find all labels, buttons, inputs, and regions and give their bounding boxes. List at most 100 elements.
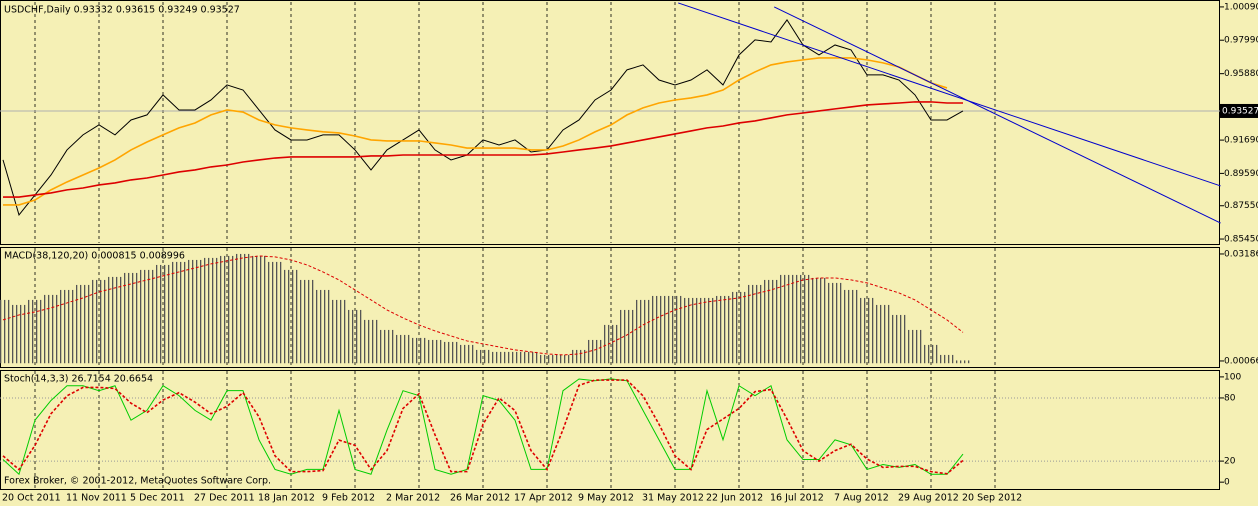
histogram-bar bbox=[523, 351, 539, 364]
histogram-bar bbox=[11, 304, 27, 364]
histogram-bar bbox=[59, 289, 75, 364]
histogram-bar bbox=[475, 349, 491, 364]
histogram-bar bbox=[635, 299, 651, 364]
histogram-bar bbox=[571, 349, 587, 364]
x-tick-label: 22 Jun 2012 bbox=[706, 493, 763, 504]
current-price-box bbox=[1220, 103, 1258, 118]
signal-line bbox=[2, 255, 964, 356]
histogram-bar bbox=[747, 284, 763, 364]
histogram-bar bbox=[491, 351, 507, 364]
histogram-bar bbox=[619, 309, 635, 364]
x-tick-label: 2 Mar 2012 bbox=[386, 493, 440, 504]
trendline bbox=[678, 2, 1221, 187]
footer: Forex Broker, © 2001-2012, MetaQuotes So… bbox=[4, 476, 271, 487]
y-tick-label: 20 bbox=[1224, 457, 1236, 467]
histogram-bar bbox=[891, 314, 907, 364]
histogram-bar bbox=[75, 284, 91, 364]
histogram-bar bbox=[587, 339, 603, 364]
histogram-bar bbox=[715, 295, 731, 364]
x-tick-label: 29 Aug 2012 bbox=[898, 493, 959, 504]
x-tick-label: 17 Apr 2012 bbox=[514, 493, 573, 504]
histogram-bar bbox=[267, 261, 283, 364]
y-tick-label: 0.91690 bbox=[1224, 136, 1258, 146]
histogram-bar bbox=[539, 354, 555, 364]
histogram-bar bbox=[795, 274, 811, 364]
histogram-bar bbox=[123, 272, 139, 364]
y-tick-label: 0.87550 bbox=[1224, 201, 1258, 211]
histogram-bar bbox=[507, 351, 523, 364]
y-tick-label: 100 bbox=[1224, 372, 1241, 382]
histogram-bar bbox=[779, 274, 795, 364]
x-tick-label: 20 Oct 2011 bbox=[2, 493, 61, 504]
histogram-bar bbox=[395, 334, 411, 364]
histogram-bar bbox=[411, 337, 427, 364]
histogram-bar bbox=[875, 304, 891, 364]
histogram-bar bbox=[0, 299, 11, 364]
y-tick-label: 0.89590 bbox=[1224, 169, 1258, 179]
histogram-bar bbox=[459, 344, 475, 364]
series-line bbox=[2, 378, 964, 476]
histogram-bar bbox=[731, 291, 747, 364]
histogram-bar bbox=[171, 261, 187, 364]
x-tick-label: 5 Dec 2011 bbox=[130, 493, 185, 504]
histogram-bar bbox=[219, 255, 235, 364]
histogram-bar bbox=[139, 269, 155, 364]
y-tick-label: 0.97990 bbox=[1224, 36, 1258, 46]
y-tick-label: 0.00066 bbox=[1224, 356, 1258, 366]
histogram-bar bbox=[955, 360, 971, 364]
x-tick-label: 7 Aug 2012 bbox=[834, 493, 889, 504]
histogram-bar bbox=[251, 255, 267, 364]
histogram-bar bbox=[315, 289, 331, 364]
histogram-bar bbox=[203, 257, 219, 364]
histogram-bar bbox=[443, 341, 459, 364]
x-tick-label: 26 Mar 2012 bbox=[450, 493, 510, 504]
x-tick-label: 11 Nov 2011 bbox=[66, 493, 127, 504]
y-tick-label: 1.00090 bbox=[1224, 2, 1258, 12]
histogram-bar bbox=[107, 276, 123, 364]
histogram-bar bbox=[923, 344, 939, 364]
y-tick-label: 80 bbox=[1224, 393, 1236, 403]
series-line bbox=[3, 101, 963, 198]
histogram-bar bbox=[651, 295, 667, 364]
stoch-title: Stoch(14,3,3) 26.7154 20.6654 bbox=[4, 374, 153, 385]
x-tick-label: 16 Jul 2012 bbox=[770, 493, 824, 504]
histogram-bar bbox=[299, 279, 315, 364]
histogram-bar bbox=[347, 309, 363, 364]
histogram-bar bbox=[699, 297, 715, 364]
series-line bbox=[3, 57, 948, 206]
chart-title: USDCHF,Daily 0.93332 0.93615 0.93249 0.9… bbox=[4, 5, 240, 16]
series-line bbox=[2, 379, 964, 475]
histogram-bar bbox=[907, 329, 923, 364]
histogram-bar bbox=[603, 324, 619, 364]
histogram-bar bbox=[427, 339, 443, 364]
histogram-bar bbox=[843, 289, 859, 364]
stoch-panel bbox=[0, 370, 1220, 490]
histogram-bar bbox=[331, 299, 347, 364]
histogram-bar bbox=[91, 279, 107, 364]
y-tick-label: 0.85450 bbox=[1224, 235, 1258, 245]
x-tick-label: 31 May 2012 bbox=[642, 493, 704, 504]
x-tick-label: 20 Sep 2012 bbox=[962, 493, 1022, 504]
current-price-label: 0.93527 bbox=[1222, 106, 1258, 116]
macd-title: MACD(38,120,20) 0.000815 0.008996 bbox=[4, 251, 185, 262]
histogram-bar bbox=[763, 279, 779, 364]
price-panel bbox=[0, 0, 1220, 245]
histogram-bar bbox=[187, 259, 203, 364]
histogram-bar bbox=[155, 264, 171, 364]
histogram-bar bbox=[235, 253, 251, 364]
histogram-bar bbox=[859, 297, 875, 364]
x-tick-label: 27 Dec 2011 bbox=[194, 493, 255, 504]
histogram-bar bbox=[363, 319, 379, 364]
histogram-bar bbox=[827, 282, 843, 364]
x-tick-label: 9 May 2012 bbox=[578, 493, 634, 504]
y-tick-label: 0 bbox=[1224, 478, 1230, 488]
histogram-bar bbox=[283, 269, 299, 364]
histogram-bar bbox=[811, 277, 827, 364]
y-tick-label: 0.95880 bbox=[1224, 69, 1258, 79]
histogram-bar bbox=[555, 354, 571, 364]
x-tick-label: 9 Feb 2012 bbox=[322, 493, 375, 504]
histogram-bar bbox=[939, 354, 955, 364]
trendline bbox=[773, 6, 1221, 224]
histogram-bar bbox=[667, 295, 683, 364]
